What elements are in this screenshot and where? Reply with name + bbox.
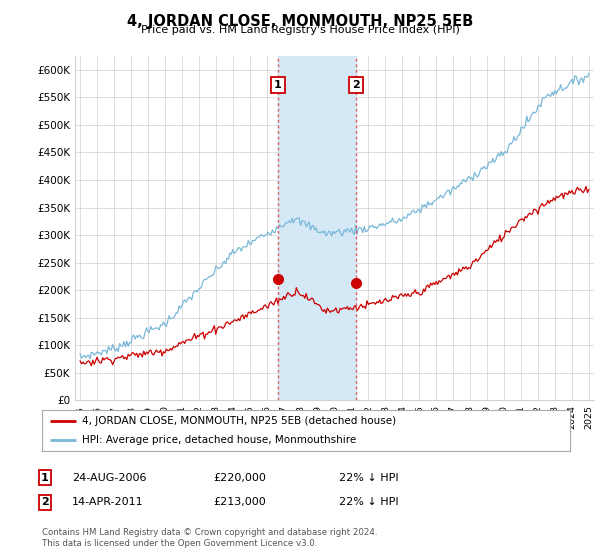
Text: 2: 2 xyxy=(41,497,49,507)
Text: 14-APR-2011: 14-APR-2011 xyxy=(72,497,143,507)
Text: 24-AUG-2006: 24-AUG-2006 xyxy=(72,473,146,483)
Text: £220,000: £220,000 xyxy=(213,473,266,483)
Text: HPI: Average price, detached house, Monmouthshire: HPI: Average price, detached house, Monm… xyxy=(82,435,356,445)
Text: 4, JORDAN CLOSE, MONMOUTH, NP25 5EB: 4, JORDAN CLOSE, MONMOUTH, NP25 5EB xyxy=(127,14,473,29)
Text: 2: 2 xyxy=(352,80,360,90)
Text: 22% ↓ HPI: 22% ↓ HPI xyxy=(339,473,398,483)
Text: 1: 1 xyxy=(41,473,49,483)
Text: Price paid vs. HM Land Registry's House Price Index (HPI): Price paid vs. HM Land Registry's House … xyxy=(140,25,460,35)
Bar xyxy=(278,56,356,400)
Text: 1: 1 xyxy=(274,80,281,90)
Text: 4, JORDAN CLOSE, MONMOUTH, NP25 5EB (detached house): 4, JORDAN CLOSE, MONMOUTH, NP25 5EB (det… xyxy=(82,416,396,426)
Text: £213,000: £213,000 xyxy=(213,497,266,507)
Text: 22% ↓ HPI: 22% ↓ HPI xyxy=(339,497,398,507)
Text: Contains HM Land Registry data © Crown copyright and database right 2024.
This d: Contains HM Land Registry data © Crown c… xyxy=(42,528,377,548)
